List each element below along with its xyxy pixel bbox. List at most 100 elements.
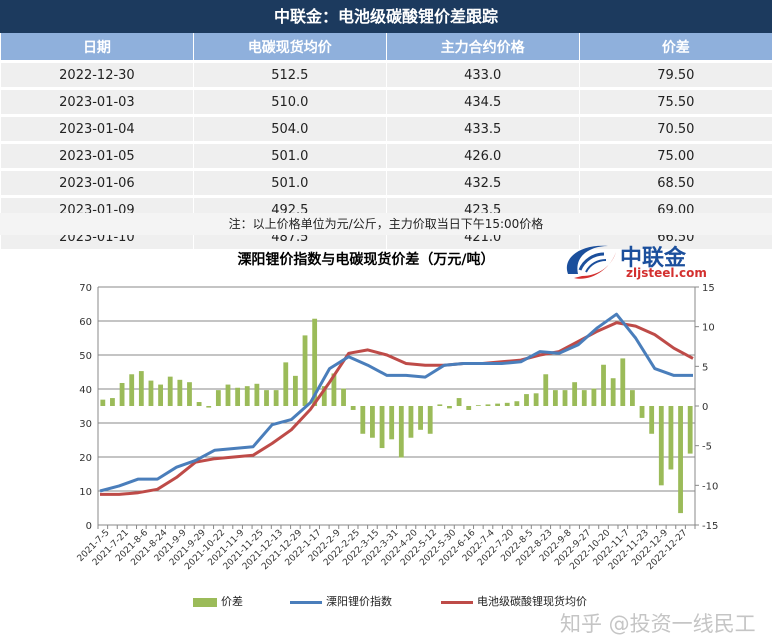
lithium-index-line: [99, 312, 693, 493]
spread-bar: [485, 404, 491, 406]
table-row: 2023-01-04 504.0 433.5 70.50: [0, 114, 772, 143]
spread-bar: [620, 358, 626, 406]
spread-bar: [167, 376, 173, 406]
table-row: 2023-01-05 501.0 426.0 75.00: [0, 141, 772, 170]
spread-bar: [148, 380, 154, 406]
spread-bar: [273, 390, 279, 406]
table-cell: 68.50: [578, 168, 772, 197]
table-cell: 434.5: [385, 87, 580, 116]
spread-bar: [110, 398, 115, 406]
spread-bar: [321, 386, 327, 406]
spread-bar: [687, 406, 693, 454]
spread-bar: [206, 406, 212, 408]
spread-bar: [350, 406, 356, 410]
spread-bar: [292, 375, 298, 406]
y-left-tick-label: 10: [79, 487, 92, 498]
table-cell: 79.50: [578, 60, 772, 89]
column-header: 日期: [0, 33, 194, 62]
spread-bar: [475, 405, 481, 406]
spread-bar: [524, 394, 529, 406]
table-note: 注：以上价格单位为元/公斤，主力价取当日下午15:00价格: [0, 213, 772, 235]
spread-bar: [427, 406, 433, 434]
spread-bar: [408, 406, 414, 438]
spread-bar: [418, 406, 423, 430]
spread-bar: [533, 393, 539, 406]
y-right-tick-label: -10: [702, 481, 718, 492]
table-cell: 510.0: [192, 87, 387, 116]
table-cell: 70.50: [578, 114, 772, 143]
spot-price-line: [100, 321, 694, 496]
spread-bar: [187, 382, 192, 406]
spread-bar: [572, 382, 578, 406]
y-right-tick-label: 10: [702, 323, 715, 334]
spread-bar: [225, 384, 231, 406]
table-cell: 75.00: [578, 141, 772, 170]
spread-bar: [138, 371, 144, 406]
spread-bar: [158, 384, 163, 406]
y-left-tick-label: 60: [79, 317, 92, 328]
table-cell: 2023-01-04: [0, 114, 194, 143]
spread-bar: [456, 398, 462, 406]
spread-bar: [215, 390, 221, 406]
spread-bar: [302, 335, 308, 406]
table-cell: 426.0: [385, 141, 580, 170]
legend-item-spot: 电池级碳酸锂现货均价: [441, 594, 587, 610]
spread-bar: [678, 406, 683, 514]
spread-bar: [581, 390, 587, 406]
table-cell: 75.50: [578, 87, 772, 116]
spread-bar: [630, 390, 635, 406]
spread-bar: [341, 388, 346, 406]
table-cell: 2023-01-03: [0, 87, 194, 116]
spread-bar: [360, 406, 366, 434]
spread-bar: [601, 364, 606, 406]
y-right-tick-label: 15: [702, 283, 715, 294]
spread-bar: [639, 406, 645, 418]
spread-bar: [283, 362, 289, 406]
spread-bar: [379, 406, 385, 449]
spread-bar: [668, 406, 674, 470]
logo-swoosh-icon: [566, 245, 616, 279]
legend-item-index: 溧阳锂价指数: [290, 594, 392, 610]
spread-bar: [466, 406, 472, 410]
table-cell: 2023-01-05: [0, 141, 194, 170]
table-row: 2023-01-10 487.5 421.0 66.50: [0, 222, 772, 249]
spread-bar: [264, 390, 269, 406]
chart-title: 溧阳锂价指数与电碳现货价差（万元/吨）: [237, 252, 495, 268]
y-left-tick-label: 0: [86, 521, 92, 532]
spread-bar: [658, 406, 664, 486]
y-right-tick-label: 5: [702, 362, 708, 373]
table-row: 2023-01-06 501.0 432.5 68.50: [0, 168, 772, 197]
spread-bar: [562, 390, 568, 406]
y-right-tick-label: 0: [702, 402, 708, 413]
spread-bar: [649, 406, 655, 434]
y-left-tick-label: 30: [79, 419, 92, 430]
spread-bar: [129, 374, 135, 406]
table-cell: 433.5: [385, 114, 580, 143]
spread-bar: [447, 406, 452, 409]
spread-bar: [514, 401, 520, 406]
table-cell: 501.0: [192, 141, 387, 170]
spread-bar: [235, 387, 241, 406]
spread-bar: [196, 402, 202, 406]
spread-bar: [389, 406, 395, 440]
y-left-tick-label: 50: [79, 351, 92, 362]
spread-bar: [495, 403, 501, 406]
column-header: 主力合约价格: [385, 33, 580, 62]
table-row: 2022-12-30 512.5 433.0 79.50: [0, 60, 772, 89]
table-cell: 501.0: [192, 168, 387, 197]
spread-bar: [331, 373, 337, 406]
spread-bar: [504, 402, 510, 406]
table-cell: 433.0: [385, 60, 580, 89]
spread-bar: [100, 399, 106, 406]
table-cell: 2023-01-06: [0, 168, 194, 197]
table-cell: 512.5: [192, 60, 387, 89]
table-cell: 2022-12-30: [0, 60, 194, 89]
y-left-tick-label: 20: [79, 453, 92, 464]
spread-bar: [177, 379, 183, 406]
column-header: 价差: [578, 33, 772, 62]
watermark: 知乎 @投资一线民工: [560, 612, 756, 636]
spread-bar: [437, 404, 443, 406]
table-cell: 504.0: [192, 114, 387, 143]
legend-label: 价差: [221, 595, 243, 608]
